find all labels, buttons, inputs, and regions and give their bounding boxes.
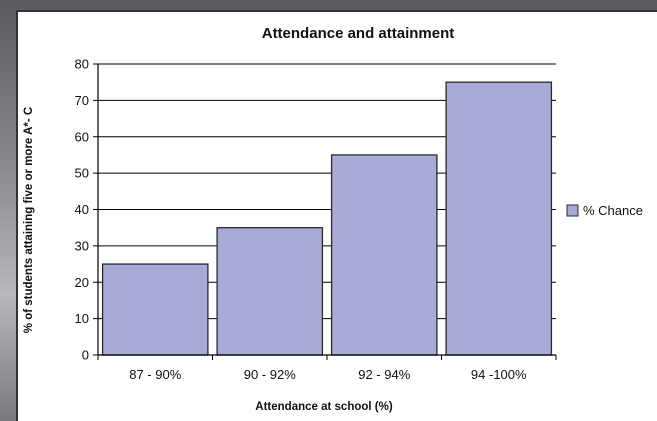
chart-panel: Attendance and attainment 0 10 20 30 40 50 60 7… xyxy=(16,10,657,421)
x-tick-label-1: 87 - 90% xyxy=(129,367,181,382)
bar-4 xyxy=(445,81,553,356)
y-tick-label-60: 60 xyxy=(75,129,89,144)
chart-title: Attendance and attainment xyxy=(262,25,455,42)
bar-chart: Attendance and attainment 0 10 20 30 40 50 60 7… xyxy=(23,25,643,413)
bar-2 xyxy=(216,227,324,356)
legend-swatch xyxy=(566,204,579,217)
bars xyxy=(101,81,553,356)
y-axis-ticks: 0 10 20 30 40 50 60 70 80 xyxy=(75,57,98,363)
x-tick-label-4: 94 -100% xyxy=(471,367,527,382)
y-tick-label-10: 10 xyxy=(75,311,89,326)
bar-1 xyxy=(101,263,209,356)
legend-label-series-1: % Chance xyxy=(583,203,643,218)
x-axis-label: Attendance at school (%) xyxy=(255,401,393,413)
y-tick-label-70: 70 xyxy=(75,93,89,108)
y-tick-label-30: 30 xyxy=(75,238,89,253)
y-tick-label-50: 50 xyxy=(75,166,89,181)
bar-3 xyxy=(330,154,438,356)
legend: % Chance xyxy=(566,203,643,218)
y-tick-label-40: 40 xyxy=(75,202,89,217)
x-tick-label-2: 90 - 92% xyxy=(244,367,296,382)
y-tick-label-20: 20 xyxy=(75,275,89,290)
x-tick-label-3: 92 - 94% xyxy=(358,367,410,382)
y-axis-label: % of students attaining five or more A*-… xyxy=(23,107,35,333)
y-tick-label-0: 0 xyxy=(82,348,89,363)
y-tick-label-80: 80 xyxy=(75,57,89,72)
x-axis-ticks: 87 - 90% 90 - 92% 92 - 94% 94 -100% xyxy=(97,355,557,382)
